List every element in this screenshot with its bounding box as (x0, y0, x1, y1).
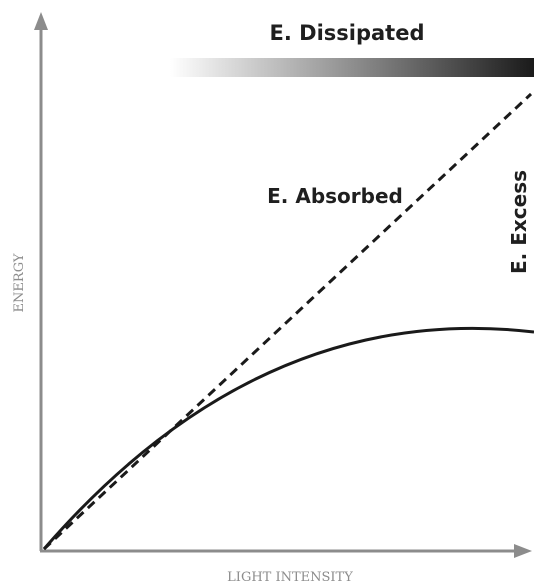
absorbed-energy-line (42, 92, 533, 551)
absorbed-label: E. Absorbed (267, 184, 403, 208)
photochemistry-curve (42, 326, 534, 550)
y-axis-label: ENERGY (12, 253, 27, 312)
dissipated-gradient-bar (170, 58, 534, 77)
y-axis-arrowhead (34, 12, 48, 30)
x-axis-arrowhead (514, 544, 532, 558)
dissipated-label: E. Dissipated (270, 21, 425, 45)
excess-label: E. Excess (507, 170, 531, 274)
x-axis-label: LIGHT INTENSITY (227, 570, 353, 585)
